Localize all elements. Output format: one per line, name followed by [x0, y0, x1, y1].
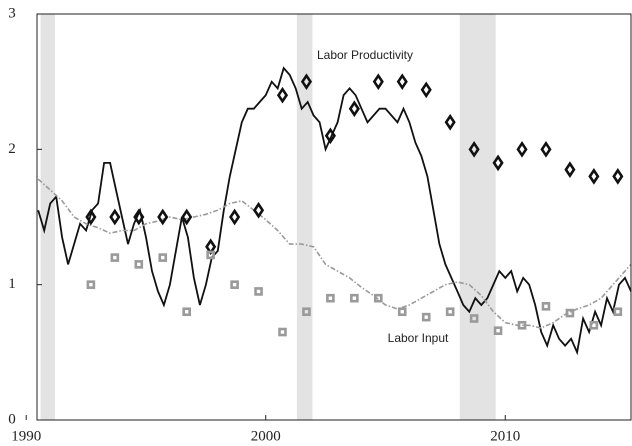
y-tick-label: 3 [8, 5, 16, 21]
diamond-marker [444, 113, 456, 131]
square-marker [110, 253, 120, 262]
diamond-marker [252, 201, 265, 219]
diamond-marker [612, 168, 624, 185]
square-marker [206, 250, 215, 260]
square-marker [565, 308, 575, 318]
diamond-marker [133, 208, 145, 226]
square-marker [589, 320, 599, 330]
square-marker [493, 326, 503, 335]
diamond-marker [276, 86, 289, 104]
diamond-marker [492, 154, 504, 172]
annotation: Labor Input [388, 331, 449, 345]
diamond-marker [564, 161, 576, 178]
diamond-marker [181, 208, 193, 226]
square-marker [302, 307, 311, 317]
diamond-marker [468, 140, 480, 158]
diamond-marker [588, 168, 600, 185]
diamond-marker [348, 100, 360, 118]
square-marker [254, 287, 263, 296]
square-marker [517, 320, 527, 330]
x-tick-label: 2010 [490, 428, 520, 444]
square-marker [326, 293, 335, 303]
diamond-marker [372, 73, 384, 91]
x-tick-label: 1990 [11, 428, 41, 444]
diamond-marker [85, 208, 97, 226]
diamond-marker [229, 208, 241, 226]
shaded-period [296, 14, 313, 420]
diamond-marker [324, 127, 336, 145]
square-marker [397, 307, 407, 317]
square-marker [613, 307, 623, 317]
y-tick-label: 1 [8, 276, 16, 292]
square-marker [541, 302, 551, 311]
square-marker [182, 307, 191, 317]
square-marker [445, 307, 455, 317]
series-line [37, 66, 632, 356]
square-marker [469, 314, 479, 323]
y-tick-label: 0 [8, 411, 16, 427]
diamond-marker [157, 208, 169, 226]
x-tick-label: 2000 [251, 428, 281, 444]
annotation: Labor Productivity [317, 48, 413, 62]
diamond-marker [396, 73, 408, 91]
diamond-marker [540, 140, 552, 158]
y-tick-label: 2 [8, 141, 16, 157]
square-marker [86, 280, 96, 289]
plot-frame [36, 13, 632, 421]
square-marker [278, 327, 287, 337]
square-marker [158, 253, 168, 262]
square-marker [134, 260, 144, 269]
square-marker [374, 293, 383, 303]
diamond-marker [420, 81, 432, 99]
square-marker [350, 293, 359, 303]
diamond-marker [109, 208, 121, 226]
diamond-marker [300, 73, 313, 91]
series-line [37, 178, 632, 329]
diamond-marker [516, 140, 528, 158]
square-marker [230, 280, 239, 289]
square-marker [421, 312, 431, 322]
shaded-period [459, 14, 496, 420]
